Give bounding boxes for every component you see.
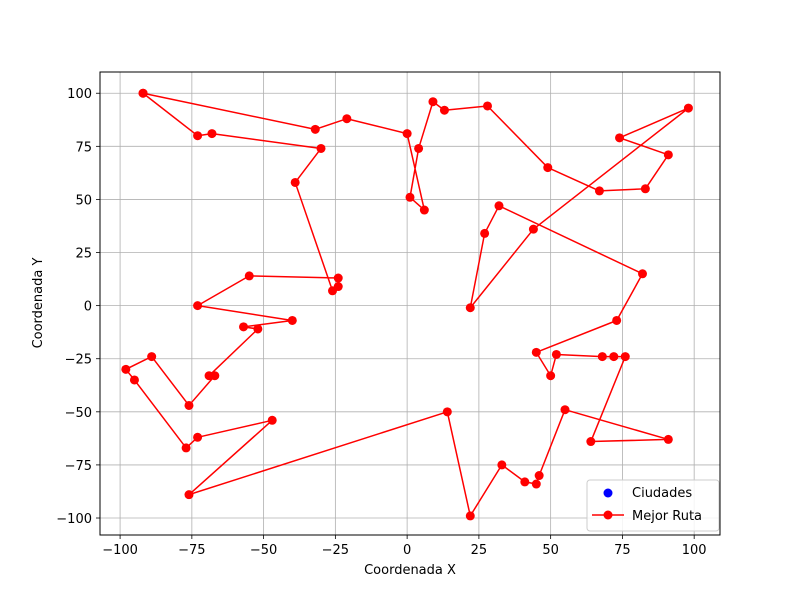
route-point	[207, 129, 217, 139]
route-point	[193, 131, 203, 141]
route-point	[663, 434, 673, 444]
route-point	[287, 315, 297, 325]
y-tick-label: 100	[67, 87, 92, 102]
x-tick-label: 100	[682, 543, 707, 558]
y-tick-label: 25	[75, 247, 92, 262]
y-tick-label: −100	[56, 512, 92, 527]
route-point	[560, 405, 570, 415]
route-point	[543, 163, 553, 173]
route-point	[204, 371, 214, 381]
route-point	[615, 133, 625, 143]
route-point	[239, 322, 249, 332]
x-tick-label: 75	[614, 543, 631, 558]
route-point	[267, 415, 277, 425]
route-point	[531, 347, 541, 357]
axis-ticks: −100 −75 −50 −25 0 25 50 75 100 −100 −75 −50 −25 0 25 5…	[56, 87, 706, 558]
route-point	[683, 103, 693, 113]
legend-box	[586, 479, 720, 532]
route-point	[193, 301, 203, 311]
route-point	[253, 324, 263, 334]
route-point	[402, 129, 412, 139]
route-point	[184, 490, 194, 500]
route-point	[663, 150, 673, 160]
legend-marker-mejor-ruta	[603, 510, 613, 520]
x-tick-label: −100	[102, 543, 138, 558]
route-point	[129, 375, 139, 385]
route-point	[333, 273, 343, 283]
route-point	[480, 228, 490, 238]
route-point	[310, 124, 320, 134]
route-point	[483, 101, 492, 111]
route-point	[465, 511, 475, 521]
route-point	[442, 407, 452, 417]
route-point	[612, 315, 622, 325]
legend-label-mejor-ruta: Mejor Ruta	[632, 509, 702, 524]
y-tick-label: −25	[65, 353, 92, 368]
route-point	[638, 269, 647, 279]
legend-label-ciudades: Ciudades	[632, 486, 692, 501]
route-point	[546, 371, 556, 381]
x-tick-label: −50	[250, 543, 277, 558]
y-tick-label: 75	[75, 140, 92, 155]
x-tick-label: 25	[471, 543, 488, 558]
route-point	[428, 97, 438, 107]
x-tick-label: 0	[403, 543, 411, 558]
plot-area-frame	[99, 71, 721, 536]
y-tick-label: 0	[84, 300, 92, 315]
route-point	[147, 352, 157, 362]
route-point	[497, 460, 507, 470]
route-point	[551, 349, 561, 359]
route-point	[465, 303, 475, 313]
route-point	[193, 432, 203, 442]
route-point	[138, 88, 148, 98]
legend: Ciudades Mejor Ruta	[586, 479, 720, 532]
route-point	[520, 477, 530, 487]
x-tick-label: −25	[322, 543, 349, 558]
route-point	[531, 479, 541, 489]
series-layer	[121, 88, 693, 521]
route-point	[534, 471, 544, 481]
route-point	[184, 400, 194, 410]
y-axis-label: Coordenada Y	[31, 258, 46, 349]
route-point	[620, 352, 630, 362]
route-point	[342, 114, 352, 124]
route-point	[316, 143, 326, 153]
route-point	[594, 186, 604, 196]
y-tick-label: −75	[65, 459, 92, 474]
route-point	[419, 205, 429, 215]
legend-marker-ciudades	[603, 488, 613, 498]
route-point	[494, 201, 504, 211]
route-point	[609, 352, 619, 362]
x-tick-label: 50	[542, 543, 559, 558]
route-point	[640, 184, 650, 194]
y-tick-label: 50	[75, 193, 92, 208]
route-point	[181, 443, 191, 453]
x-tick-label: −75	[178, 543, 205, 558]
route-point	[121, 364, 131, 374]
route-point	[439, 105, 449, 115]
route-point	[586, 437, 596, 447]
route-point	[244, 271, 254, 281]
route-point	[528, 224, 538, 234]
route-point	[290, 177, 300, 187]
x-axis-label: Coordenada X	[364, 563, 456, 578]
route-point	[405, 192, 415, 202]
route-point	[328, 286, 337, 296]
route-point	[414, 143, 424, 153]
y-tick-label: −50	[65, 406, 92, 421]
route-line	[125, 92, 690, 517]
route-point	[597, 352, 607, 362]
